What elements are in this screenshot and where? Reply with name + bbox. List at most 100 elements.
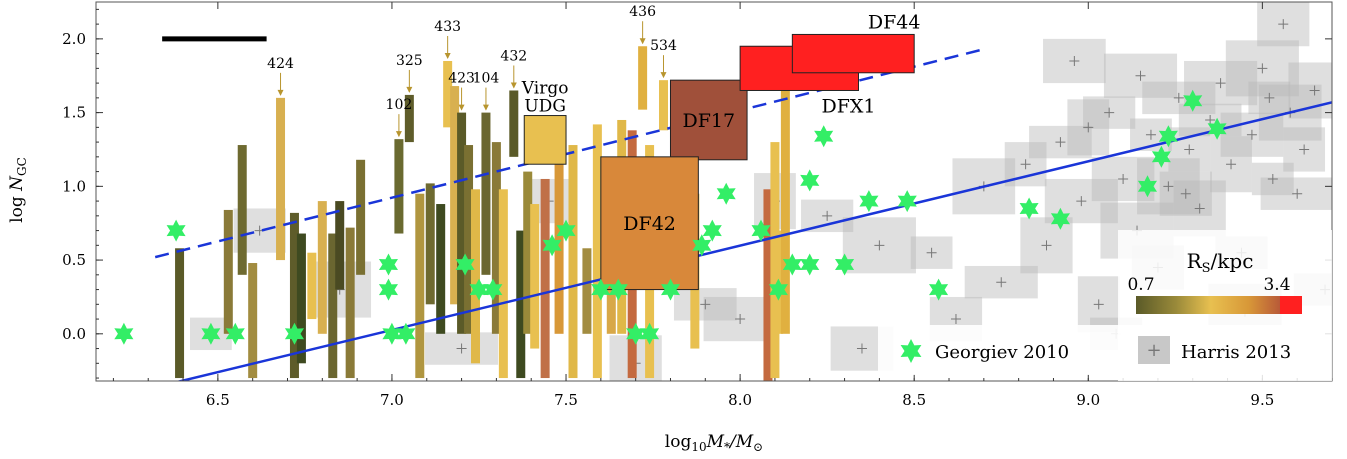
- x-tick-label: 9.5: [1250, 391, 1274, 409]
- georgiev-point: [751, 219, 771, 242]
- udg-bar: [307, 252, 317, 320]
- udg-bar: [356, 159, 366, 275]
- georgiev-point: [542, 234, 562, 257]
- georgiev-point: [782, 253, 802, 276]
- udg-bar: [223, 209, 233, 334]
- harris-point: [735, 314, 746, 325]
- georgiev-point: [1151, 145, 1171, 168]
- y-tick-label: 2.0: [62, 30, 86, 48]
- harris-point: [1194, 203, 1205, 214]
- udg-bar: [464, 145, 474, 334]
- legend: Georgiev 2010 + Harris 2013: [878, 325, 1318, 375]
- bar-label: 424: [267, 56, 294, 72]
- harris-point: [1145, 129, 1156, 140]
- bar-label: 102: [386, 97, 413, 113]
- colorbar-over-swatch: [1280, 296, 1302, 314]
- colorbar-gradient: [1136, 296, 1280, 314]
- udg-bar: [498, 189, 508, 379]
- georgiev-point: [166, 219, 186, 242]
- harris-point: [1020, 159, 1031, 170]
- harris-point: [822, 210, 833, 221]
- harris-point: [1257, 63, 1268, 74]
- harris-point: [1041, 240, 1052, 251]
- udg-bar: [582, 248, 592, 334]
- bar-label-arrowhead: [406, 86, 413, 93]
- georgiev-point: [716, 182, 736, 205]
- colorbar-title-r: R: [1187, 249, 1203, 273]
- udg-bar: [523, 171, 533, 334]
- bar-label: 325: [396, 53, 423, 69]
- georgiev-point: [1207, 117, 1227, 140]
- harris-point: [950, 314, 961, 325]
- georgiev-point: [1158, 125, 1178, 148]
- udg-bar: [530, 204, 540, 349]
- georgiev-point: [201, 322, 221, 345]
- bar-label-arrowhead: [277, 89, 284, 96]
- harris-point: [1083, 122, 1094, 133]
- x-axis-label-log: log: [665, 432, 692, 452]
- y-tick-label: 0.0: [62, 325, 86, 343]
- harris-point: [996, 277, 1007, 288]
- harris-point: [1184, 144, 1195, 155]
- georgiev-point: [1137, 175, 1157, 198]
- udg-bars-layer: [175, 46, 790, 381]
- y-axis-label: log NGC: [7, 157, 29, 223]
- y-axis-label-n: N: [7, 175, 27, 192]
- harris-point: [1055, 137, 1066, 148]
- harris-point: [1118, 173, 1129, 184]
- y-tick-label: 0.5: [62, 251, 86, 269]
- colorbar-title-rest: /kpc: [1211, 249, 1254, 273]
- udg-bar: [436, 204, 446, 334]
- harris-point: [1205, 114, 1216, 125]
- georgiev-point: [692, 234, 712, 257]
- bar-label: 436: [629, 4, 656, 20]
- harris-point: [926, 247, 937, 258]
- legend-bg: [878, 325, 1318, 375]
- georgiev-point: [897, 190, 917, 213]
- georgiev-point: [800, 253, 820, 276]
- harris-point: [1226, 159, 1237, 170]
- harris-point: [1076, 196, 1087, 207]
- named-box: [791, 33, 915, 74]
- legend-plus-marker: +: [1146, 340, 1161, 361]
- harris-point: [1173, 92, 1184, 103]
- named-box-label: DF17: [682, 110, 735, 132]
- harris-point: [1299, 144, 1310, 155]
- bar-label-arrowhead: [660, 72, 667, 79]
- georgiev-point: [378, 253, 398, 276]
- georgiev-point: [396, 322, 416, 345]
- y-axis-label-log: log: [7, 196, 27, 223]
- udg-bar: [491, 142, 501, 334]
- georgiev-point: [626, 322, 646, 345]
- harris-point: [1267, 173, 1278, 184]
- udg-bar: [317, 201, 327, 334]
- solid-fit-line: [175, 101, 1332, 381]
- bar-label-arrowhead: [639, 38, 646, 45]
- colorbar-title-sub: S: [1202, 261, 1211, 276]
- udg-bar: [328, 233, 338, 379]
- udg-bar: [659, 80, 669, 131]
- harris-point: [1309, 85, 1320, 96]
- udg-bar: [335, 201, 345, 290]
- harris-point: [1163, 181, 1174, 192]
- harris-point: [1278, 19, 1289, 30]
- named-box-label: DF44: [868, 11, 921, 33]
- udg-bar: [289, 212, 299, 379]
- harris-point: [856, 343, 867, 354]
- udg-bar: [540, 178, 550, 379]
- x-axis-label-m: M: [706, 432, 725, 452]
- udg-bar: [248, 263, 258, 379]
- x-axis-label-star: *: [724, 440, 730, 454]
- y-axis-label-sub: GC: [15, 157, 29, 176]
- x-axis-label: log10M*/M⊙: [665, 432, 763, 454]
- udg-bar: [457, 112, 467, 334]
- georgiev-point: [1050, 207, 1070, 230]
- x-tick-label: 9.0: [1076, 391, 1100, 409]
- named-box-label: UDG: [524, 97, 566, 117]
- x-tick-label: 8.0: [728, 391, 752, 409]
- georgiev-point: [929, 278, 949, 301]
- udg-bar: [237, 145, 247, 275]
